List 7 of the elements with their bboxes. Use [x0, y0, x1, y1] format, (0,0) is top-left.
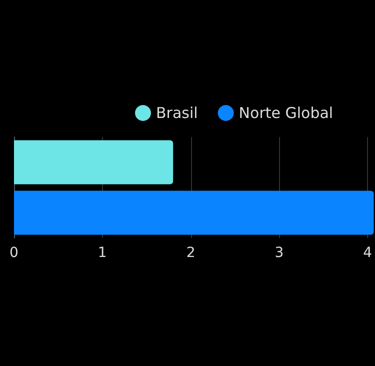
legend-label: Brasil [156, 104, 198, 122]
x-tick-label: 2 [186, 245, 196, 261]
x-tick-label: 3 [274, 245, 284, 261]
x-tick-label: 4 [363, 245, 372, 261]
x-tick-label: 0 [10, 245, 18, 261]
legend-label: Norte Global [238, 104, 334, 122]
x-tick-label: 1 [98, 245, 107, 261]
